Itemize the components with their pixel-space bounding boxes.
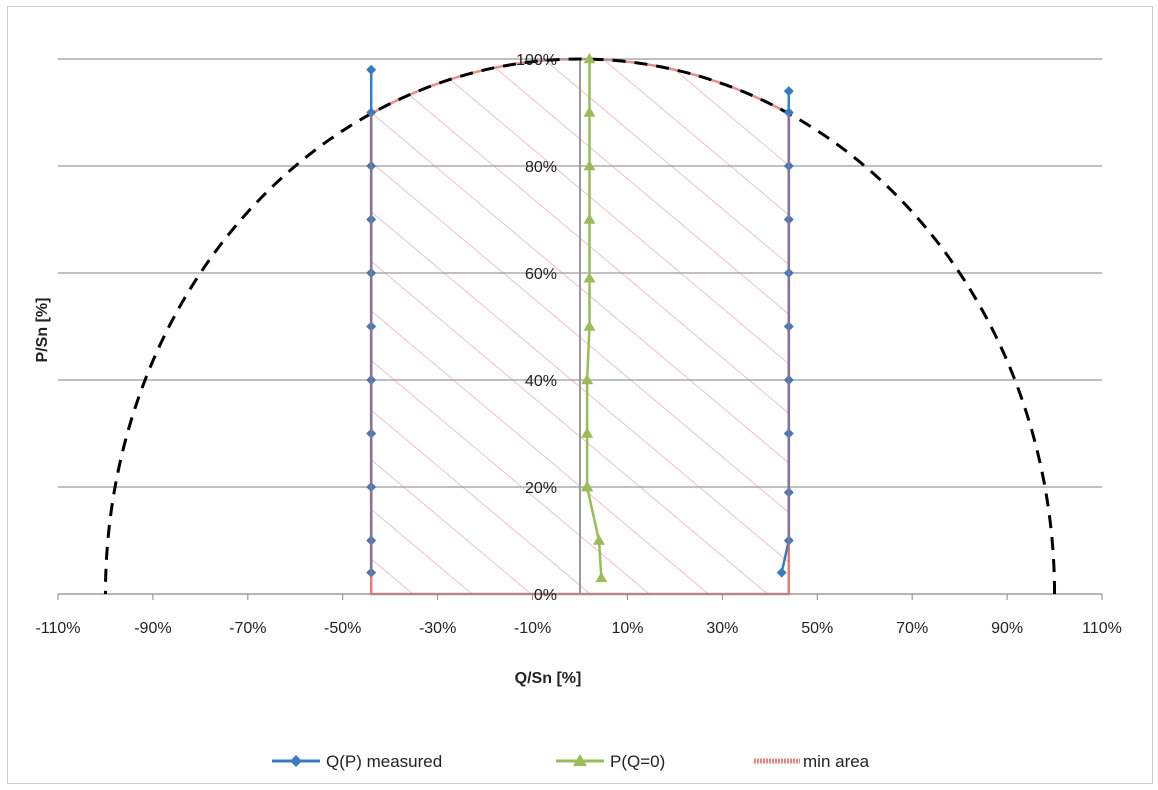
y-axis-title: P/Sn [%]	[34, 298, 51, 363]
y-tick-label: 100%	[516, 52, 557, 69]
series-qp-point	[366, 64, 377, 75]
x-axis-title: Q/Sn [%]	[515, 670, 582, 687]
legend-item: min area	[754, 752, 870, 771]
legend-swatch-marker	[290, 755, 302, 767]
series-layer	[366, 53, 794, 594]
series-qp-point	[776, 567, 787, 578]
x-tick-label: -10%	[514, 620, 551, 637]
legend-item: Q(P) measured	[272, 752, 442, 771]
x-tick-label: 90%	[991, 620, 1023, 637]
legend-item: P(Q=0)	[556, 752, 665, 771]
series-qp-point	[366, 107, 377, 118]
x-tick-label: 70%	[896, 620, 928, 637]
series-p-point	[592, 534, 605, 545]
x-tick-label: 50%	[801, 620, 833, 637]
series-p-point	[595, 571, 608, 583]
legend-swatch-marker	[573, 754, 587, 766]
legend-label: min area	[803, 752, 870, 771]
series-p-point	[583, 320, 596, 331]
y-tick-labels: 0% 20% 40% 60% 80% 100%	[516, 52, 557, 604]
grid-layer	[57, 58, 1103, 600]
legend: Q(P) measured P(Q=0) min area	[272, 752, 870, 771]
x-tick-label: -70%	[229, 620, 266, 637]
series-qp-point	[783, 107, 794, 118]
series-p-point	[581, 374, 594, 385]
x-tick-labels: -110% -90% -70% -50% -30% -10% 10% 30% 50% 70% 90%…	[35, 620, 1121, 637]
x-tick-label: 10%	[611, 620, 643, 637]
series-p-point	[581, 427, 594, 438]
series-p-point	[583, 53, 596, 64]
series-p-point	[583, 160, 596, 171]
x-tick-label: 30%	[706, 620, 738, 637]
x-tick-label: 110%	[1082, 620, 1122, 637]
capability-circle-layer	[103, 57, 1057, 595]
x-tick-label: -30%	[419, 620, 456, 637]
y-tick-label: 40%	[525, 373, 557, 390]
series-p-point	[583, 272, 596, 283]
y-tick-label: 60%	[525, 266, 557, 283]
series-p-point	[583, 213, 596, 224]
series-p-point	[583, 106, 596, 117]
y-tick-label: 20%	[525, 480, 557, 497]
y-tick-label: 80%	[525, 159, 557, 176]
y-tick-label: 0%	[534, 587, 557, 604]
x-tick-label: -50%	[324, 620, 361, 637]
capability-circle	[103, 57, 1057, 595]
x-tick-label: -90%	[134, 620, 171, 637]
legend-label: Q(P) measured	[326, 752, 442, 771]
legend-label: P(Q=0)	[610, 752, 665, 771]
x-tick-label: -110%	[35, 620, 80, 637]
series-p-point	[581, 481, 594, 492]
series-qp-point	[783, 86, 794, 97]
